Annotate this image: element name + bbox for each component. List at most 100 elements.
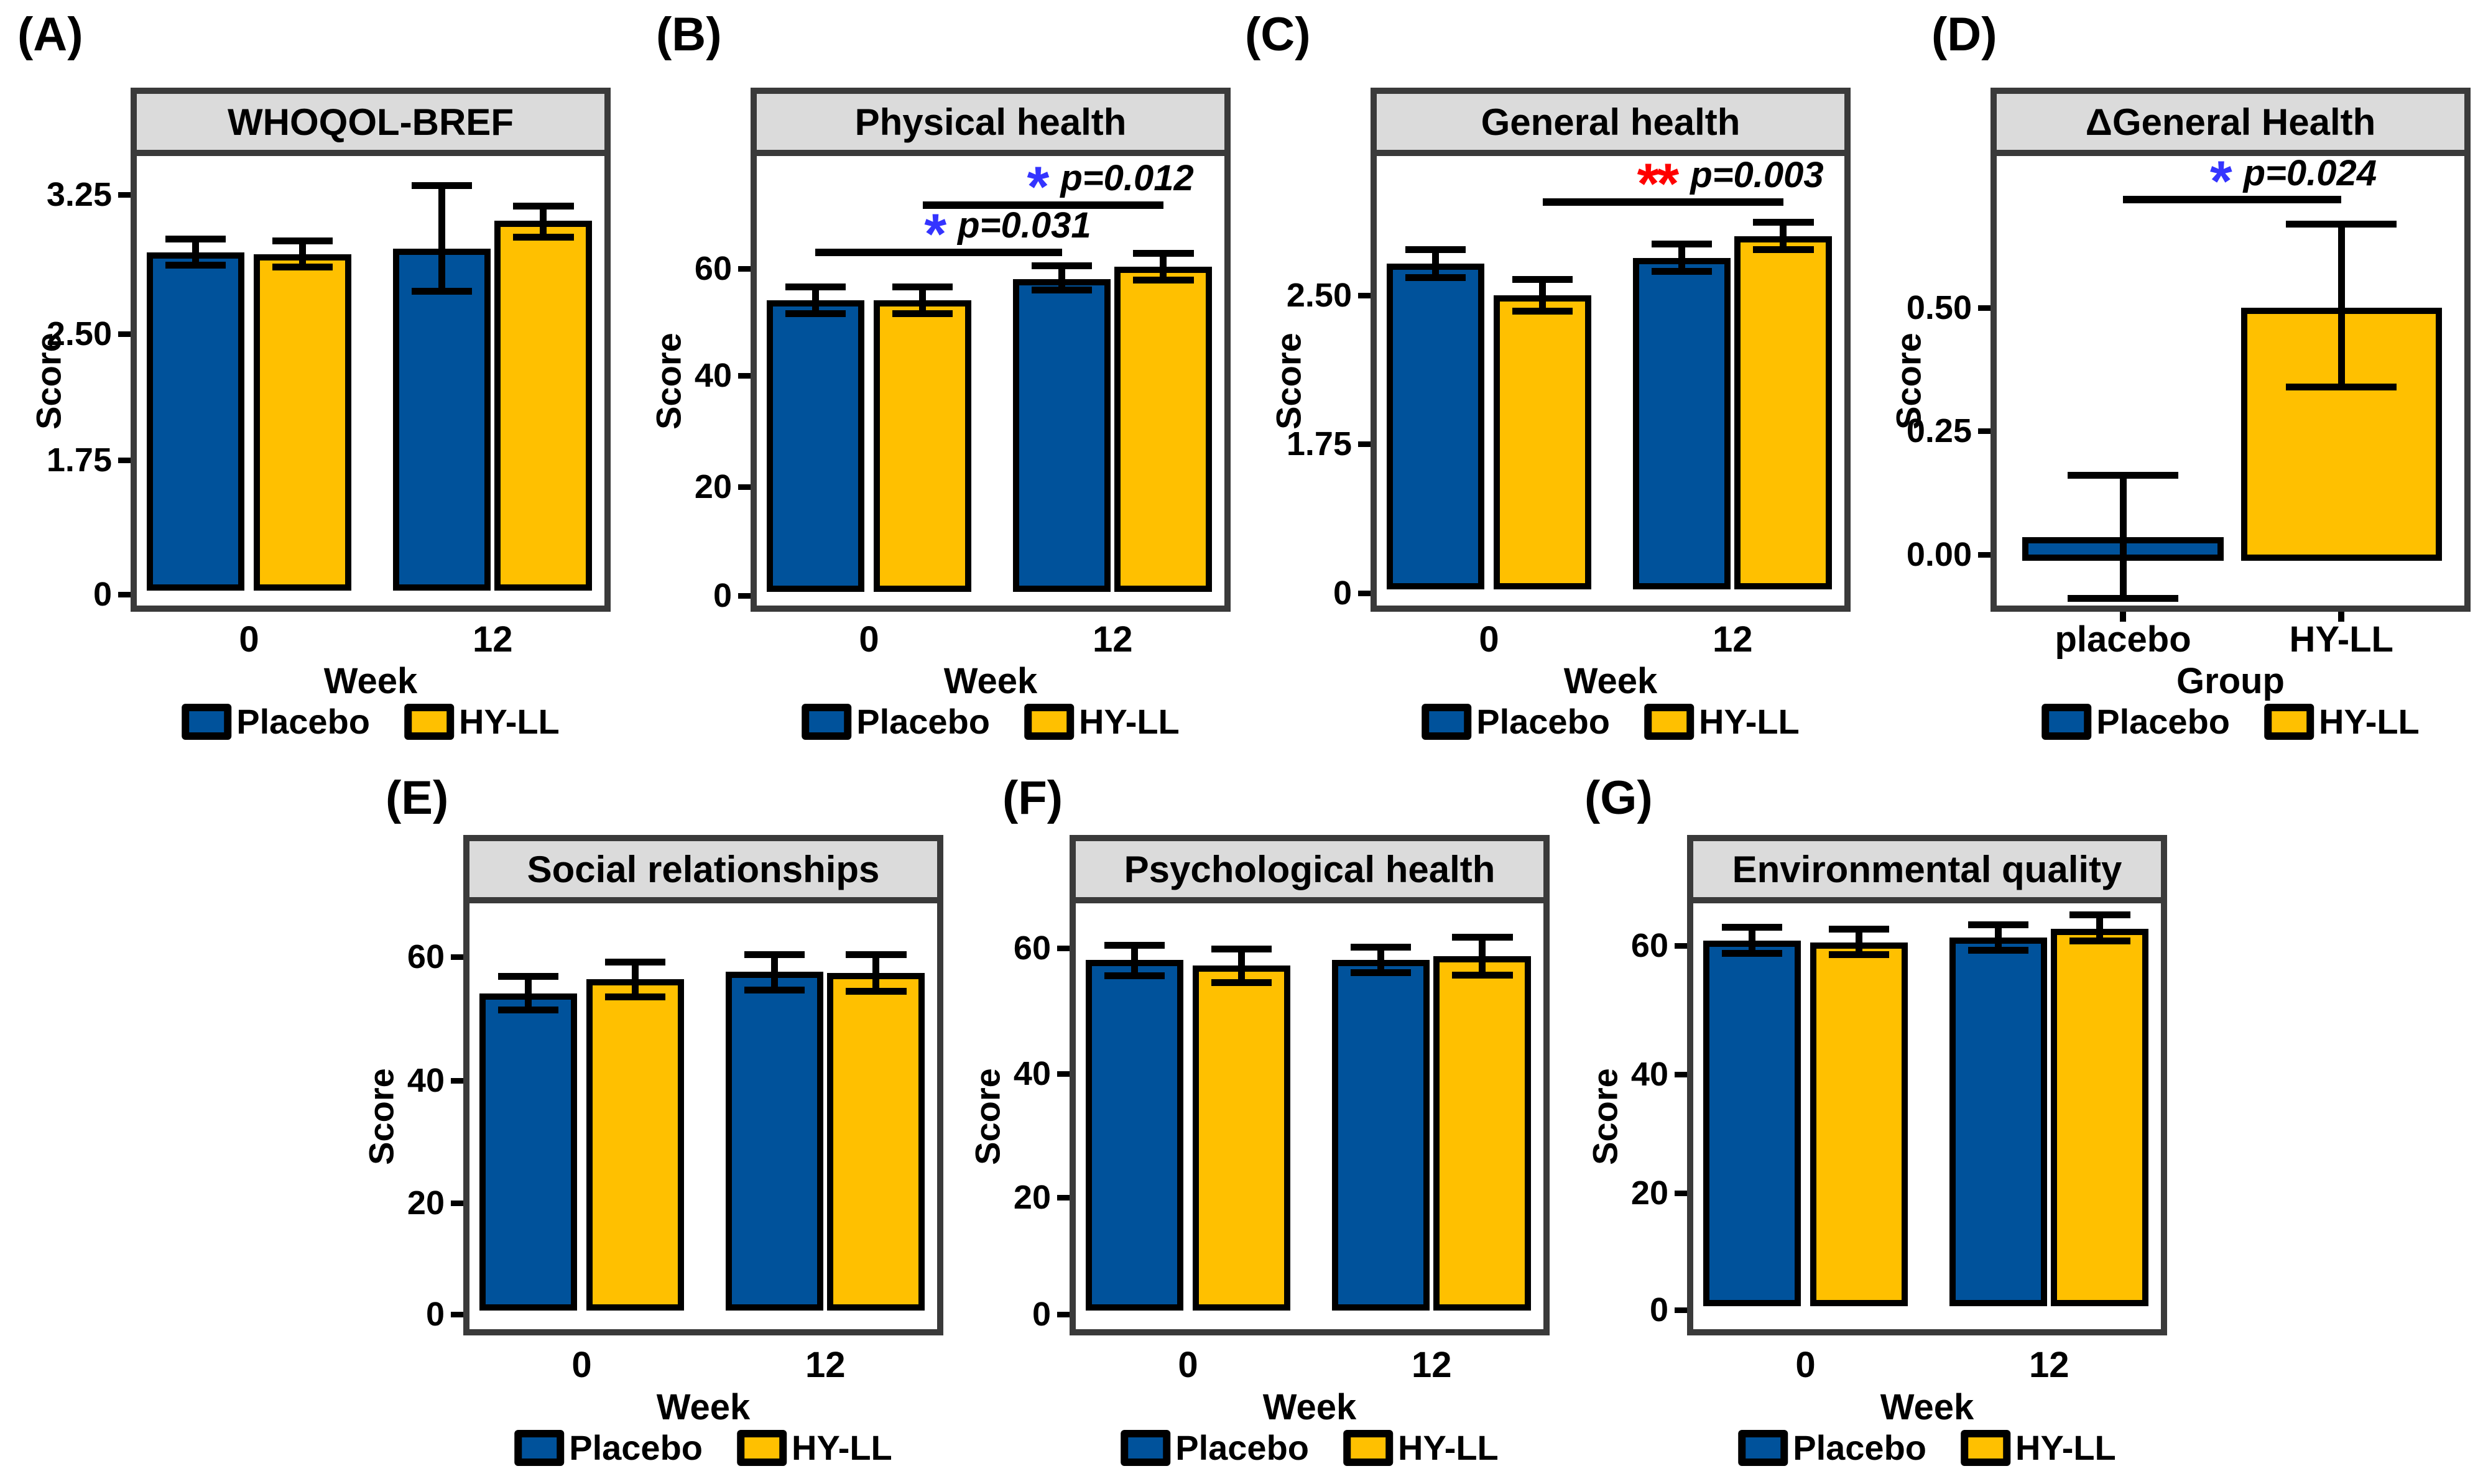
y-tick-label: 60 [694,249,732,287]
legend-item-hyll: HY-LL [737,1427,892,1468]
bar-hyll-week12 [827,973,925,1311]
y-tick-label: 0.25 [1906,412,1972,450]
y-tick-label: 40 [1630,1055,1668,1093]
legend-label-placebo: Placebo [1175,1428,1309,1467]
error-bar-line [1058,265,1066,290]
bar-placebo-week0 [479,993,577,1311]
panel-g: (G) Environmental quality Score 60 40 20 0 0 12 W… [1556,740,2176,1484]
legend: Placebo HY-LL [2041,701,2420,742]
error-bar-cap-bottom [2069,938,2130,945]
significance-stars: * [1027,155,1050,219]
y-tick-mark [1057,1194,1070,1201]
y-tick-label: 60 [1630,926,1668,964]
y-tick-label: 20 [1013,1178,1051,1216]
panel-title: WHOQOL-BREF [137,94,604,156]
legend: Placebo HY-LL [1422,701,1800,742]
error-bar-cap-bottom [1405,274,1466,281]
x-axis-label: Week [1563,661,1658,701]
bar-hyll-week0 [254,254,352,591]
y-tick-mark [738,265,751,272]
x-tick-label: 0 [1479,619,1499,660]
legend-swatch-placebo [182,703,232,740]
legend-label-placebo: Placebo [569,1428,703,1467]
error-bar-cap-bottom [1350,969,1412,976]
error-bar-cap-top [497,972,559,980]
error-bar-cap-bottom [1211,979,1272,986]
y-tick-label: 2.50 [46,315,112,353]
y-tick-mark [1057,945,1070,951]
error-bar-cap-top [1828,926,1890,933]
y-tick-mark [1978,305,1991,311]
error-bar-line [299,241,307,267]
bar-placebo-week12 [1332,960,1430,1311]
significance-label: * p=0.031 [924,202,1091,266]
error-bar-line [524,976,532,1010]
plot-area: * p=0.024 [1997,150,2464,606]
bar-placebo-week12 [1633,257,1731,589]
y-tick-mark [1057,1071,1070,1077]
y-tick-label: 40 [694,356,732,394]
y-tick-label: 0 [1032,1296,1051,1334]
x-tick-mark [2120,612,2127,622]
error-bar-cap-bottom [2068,595,2178,602]
error-bar-cap-top [1721,924,1783,931]
bar-hyll-week0 [874,300,972,592]
error-bar-line [540,206,547,237]
y-tick-mark [118,591,131,597]
panel-title: ΔGeneral Health [1997,94,2464,156]
error-bar-line [1780,222,1787,250]
x-axis-label: Group [2176,661,2285,701]
y-tick-mark [118,192,131,198]
y-tick-label: 40 [407,1061,445,1099]
error-bar-line [872,954,880,992]
error-bar-cap-bottom [497,1007,559,1014]
error-bar-cap-top [1211,946,1272,953]
error-bar-cap-top [1104,942,1165,949]
error-bar-line [771,954,779,990]
error-bar-line [438,185,446,292]
y-tick-label: 20 [694,468,732,506]
x-axis-label: Week [323,661,418,701]
y-tick-mark [1675,942,1687,949]
legend-swatch-hyll [404,703,454,740]
x-tick-label: HY-LL [2289,619,2393,660]
error-bar-cap-top [1753,218,1814,226]
y-tick-label: 0 [425,1296,445,1334]
y-tick-label: 2.50 [1286,277,1352,315]
legend-label-placebo: Placebo [236,702,370,741]
legend-item-placebo: Placebo [514,1427,703,1468]
legend-label-placebo: Placebo [1476,702,1610,741]
y-tick-mark [118,458,131,464]
x-tick-label: 12 [805,1345,846,1385]
error-bar-cap-bottom [1721,949,1783,957]
significance-bracket [815,248,1062,256]
x-tick-label: 0 [1795,1345,1816,1385]
y-tick-mark [738,593,751,599]
significance-stars: * [924,202,946,266]
error-bar-line [1479,937,1486,975]
panel-letter-label: (F) [1002,772,1063,824]
y-tick-mark [1978,551,1991,558]
legend: Placebo HY-LL [1738,1427,2116,1468]
bar-hyll-week0 [1193,966,1291,1311]
y-tick-mark [1675,1307,1687,1314]
legend-label-hyll: HY-LL [459,702,560,741]
legend-label-hyll: HY-LL [1699,702,1800,741]
bar-placebo-week12 [1949,938,2048,1307]
y-tick-mark [738,372,751,379]
legend-label-hyll: HY-LL [2015,1428,2116,1467]
error-bar-cap-bottom [1133,277,1194,284]
panel-title: Psychological health [1076,841,1543,903]
error-bar-cap-top [1651,240,1713,247]
panel-c: (C) General health ** p=0.003 Score 2.50 1.75 0… [1240,0,1860,742]
bar-placebo-week0 [766,300,864,592]
significance-stars: ** [1637,152,1680,216]
significance-stars: * [2209,150,2232,214]
error-bar-cap-bottom [1828,951,1890,958]
x-tick-label: 12 [1093,619,1133,660]
legend-item-placebo: Placebo [1738,1427,1926,1468]
plot-area: * p=0.031 * p=0.012 [757,156,1224,606]
legend: Placebo HY-LL [182,701,560,742]
y-tick-mark [1358,590,1371,596]
legend-item-placebo: Placebo [1121,1427,1309,1468]
